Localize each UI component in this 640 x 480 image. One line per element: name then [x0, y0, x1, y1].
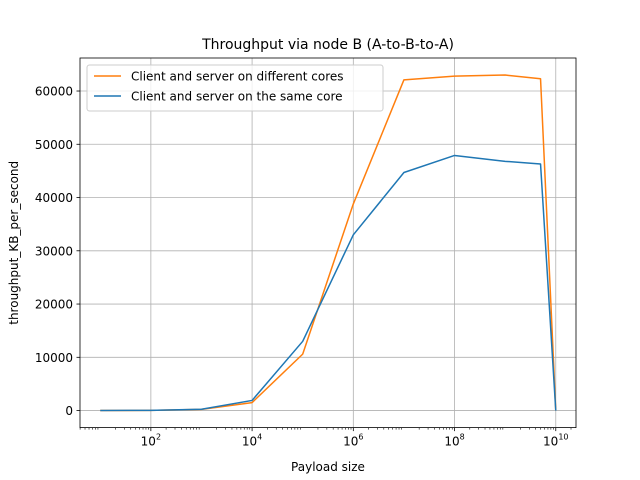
x-tick-label: 104: [242, 433, 262, 449]
x-tick-label: 102: [141, 433, 161, 449]
x-tick-base: 10: [444, 435, 459, 449]
x-tick-exponent: 8: [460, 433, 465, 442]
grid: [80, 58, 576, 428]
series-lines: [100, 74, 557, 412]
x-tick-label: 108: [444, 433, 464, 449]
y-axis-title: throughput_KB_per_second: [7, 161, 21, 325]
legend-label-1: Client and server on different cores: [131, 70, 344, 84]
x-tick-exponent: 6: [358, 433, 363, 442]
legend-label-2: Client and server on the same core: [131, 90, 343, 104]
y-tick-label: 10000: [35, 351, 73, 365]
x-tick-base: 10: [543, 435, 558, 449]
y-axis: 0 10000 20000 30000 40000 50000 60000: [35, 85, 80, 418]
chart-title: Throughput via node B (A-to-B-to-A): [201, 37, 454, 53]
y-tick-label: 50000: [35, 138, 73, 152]
y-tick-label: 20000: [35, 298, 73, 312]
x-tick-label: 1010: [543, 433, 568, 449]
x-tick-exponent: 4: [257, 433, 262, 442]
x-tick-label: 106: [343, 433, 363, 449]
y-tick-label: 60000: [35, 85, 73, 99]
plot-frame: [79, 57, 577, 429]
x-tick-base: 10: [141, 435, 156, 449]
y-tick-label: 0: [65, 404, 73, 418]
y-tick-label: 30000: [35, 244, 73, 258]
legend-box: [86, 64, 384, 112]
x-tick-base: 10: [343, 435, 358, 449]
y-tick-label: 40000: [35, 191, 73, 205]
x-tick-exponent: 2: [156, 433, 161, 442]
legend: Client and server on different cores Clie…: [86, 64, 384, 112]
x-axis: 102 104 106 108 1010: [79, 427, 572, 449]
x-tick-base: 10: [242, 435, 257, 449]
x-axis-title: Payload size: [291, 460, 365, 474]
series-line-2: [100, 154, 557, 412]
x-tick-exponent: 10: [558, 433, 568, 442]
